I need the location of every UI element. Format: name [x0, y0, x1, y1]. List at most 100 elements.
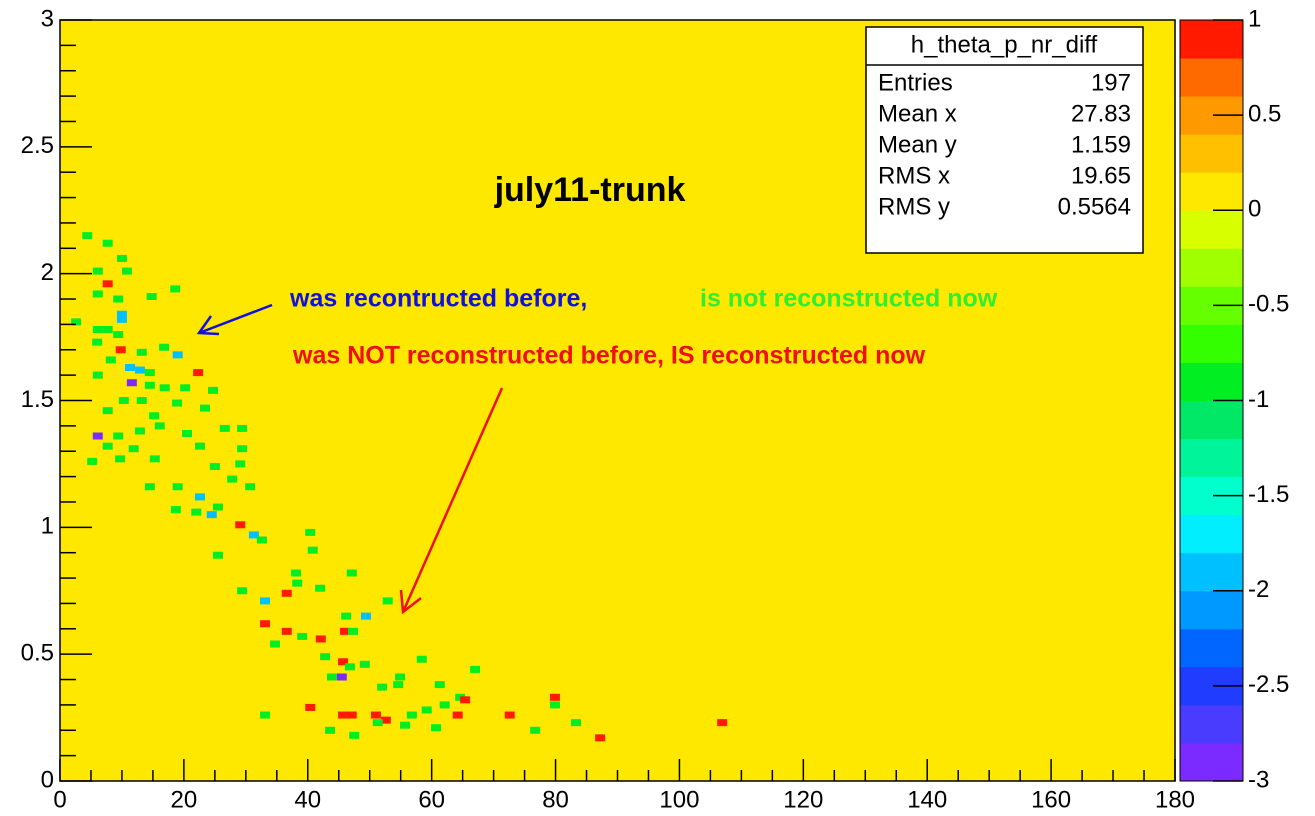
cell: [115, 455, 126, 463]
cell: [305, 528, 316, 536]
chart-title: july11-trunk: [494, 171, 686, 209]
cell: [172, 351, 183, 359]
cell: [92, 371, 103, 379]
cell: [400, 721, 411, 729]
stats-value: 27.83: [1071, 100, 1131, 127]
cell: [315, 635, 326, 643]
cell: [126, 379, 137, 387]
stats-value: 197: [1091, 69, 1131, 96]
cell: [102, 407, 113, 415]
cell: [395, 673, 406, 681]
cell: [434, 681, 445, 689]
x-tick-label: 180: [1155, 786, 1195, 813]
cell: [372, 719, 383, 727]
cell: [92, 267, 103, 275]
cell: [181, 429, 192, 437]
y-tick-label: 1.5: [21, 386, 54, 413]
cell: [92, 338, 103, 346]
stats-label: RMS x: [878, 162, 950, 189]
cell: [134, 427, 145, 435]
stats-label: Mean x: [878, 100, 957, 127]
cell: [159, 384, 170, 392]
cell: [170, 285, 181, 293]
cell: [118, 397, 129, 404]
cell: [128, 445, 139, 453]
cell: [82, 232, 93, 240]
palette-band: [1180, 248, 1243, 287]
palette-band: [1180, 704, 1243, 744]
z-tick-label: -1.5: [1248, 481, 1289, 508]
cell: [416, 655, 427, 663]
cell: [113, 432, 124, 440]
cell: [136, 348, 147, 356]
cell: [595, 734, 606, 742]
stats-label: RMS y: [878, 193, 950, 220]
stats-title: h_theta_p_nr_diff: [911, 31, 1098, 58]
cell: [504, 711, 515, 719]
annotation: was NOT reconstructed before, IS reconst…: [292, 342, 926, 370]
cell: [260, 597, 271, 605]
palette-band: [1180, 628, 1243, 668]
cell: [406, 711, 417, 719]
cell: [115, 346, 126, 354]
cell: [146, 292, 157, 300]
cell: [336, 673, 347, 681]
cell: [382, 597, 393, 605]
cell: [87, 457, 98, 465]
cell: [237, 587, 248, 595]
x-tick-label: 140: [907, 786, 947, 813]
x-tick-label: 60: [418, 786, 445, 813]
cell: [359, 660, 370, 668]
cell: [344, 663, 355, 671]
cell: [170, 506, 181, 514]
cell: [219, 424, 230, 432]
z-tick-label: 1: [1248, 5, 1261, 32]
cell: [349, 731, 360, 739]
palette-band: [1180, 172, 1243, 211]
cell: [191, 508, 202, 516]
cell: [212, 503, 223, 511]
cell: [116, 310, 127, 318]
cell: [235, 460, 246, 468]
x-tick-label: 80: [542, 786, 569, 813]
cell: [92, 290, 103, 298]
cell: [339, 627, 350, 635]
blue-arrow: [196, 303, 273, 336]
cell: [92, 432, 103, 440]
cell: [347, 627, 358, 635]
cell: [193, 369, 204, 377]
cell: [180, 384, 191, 392]
cell: [134, 366, 145, 374]
stats-label: Mean y: [878, 131, 957, 158]
y-tick-label: 3: [41, 5, 54, 32]
palette-band: [1180, 58, 1243, 97]
cell: [393, 681, 404, 689]
cell: [113, 331, 124, 339]
cell: [144, 369, 155, 377]
cell: [105, 356, 116, 364]
cell: [172, 483, 183, 491]
cell: [320, 653, 331, 661]
cell: [421, 706, 432, 714]
cell: [136, 397, 147, 404]
cell: [549, 701, 560, 709]
cell: [235, 521, 246, 529]
z-tick-label: -0.5: [1248, 291, 1289, 318]
palette-band: [1180, 134, 1243, 173]
cell: [460, 696, 471, 704]
cell: [260, 711, 271, 719]
cell: [256, 536, 267, 544]
cell: [717, 719, 728, 727]
cell: [102, 280, 113, 288]
cell: [291, 569, 302, 577]
cell: [206, 511, 217, 519]
z-tick-label: -1: [1248, 386, 1269, 413]
cell: [260, 620, 271, 628]
cell: [172, 399, 183, 407]
cell: [338, 711, 349, 719]
cell: [439, 701, 450, 709]
palette-band: [1180, 514, 1243, 554]
cell: [144, 483, 155, 491]
cell: [199, 404, 210, 412]
y-tick-label: 0: [41, 766, 54, 793]
